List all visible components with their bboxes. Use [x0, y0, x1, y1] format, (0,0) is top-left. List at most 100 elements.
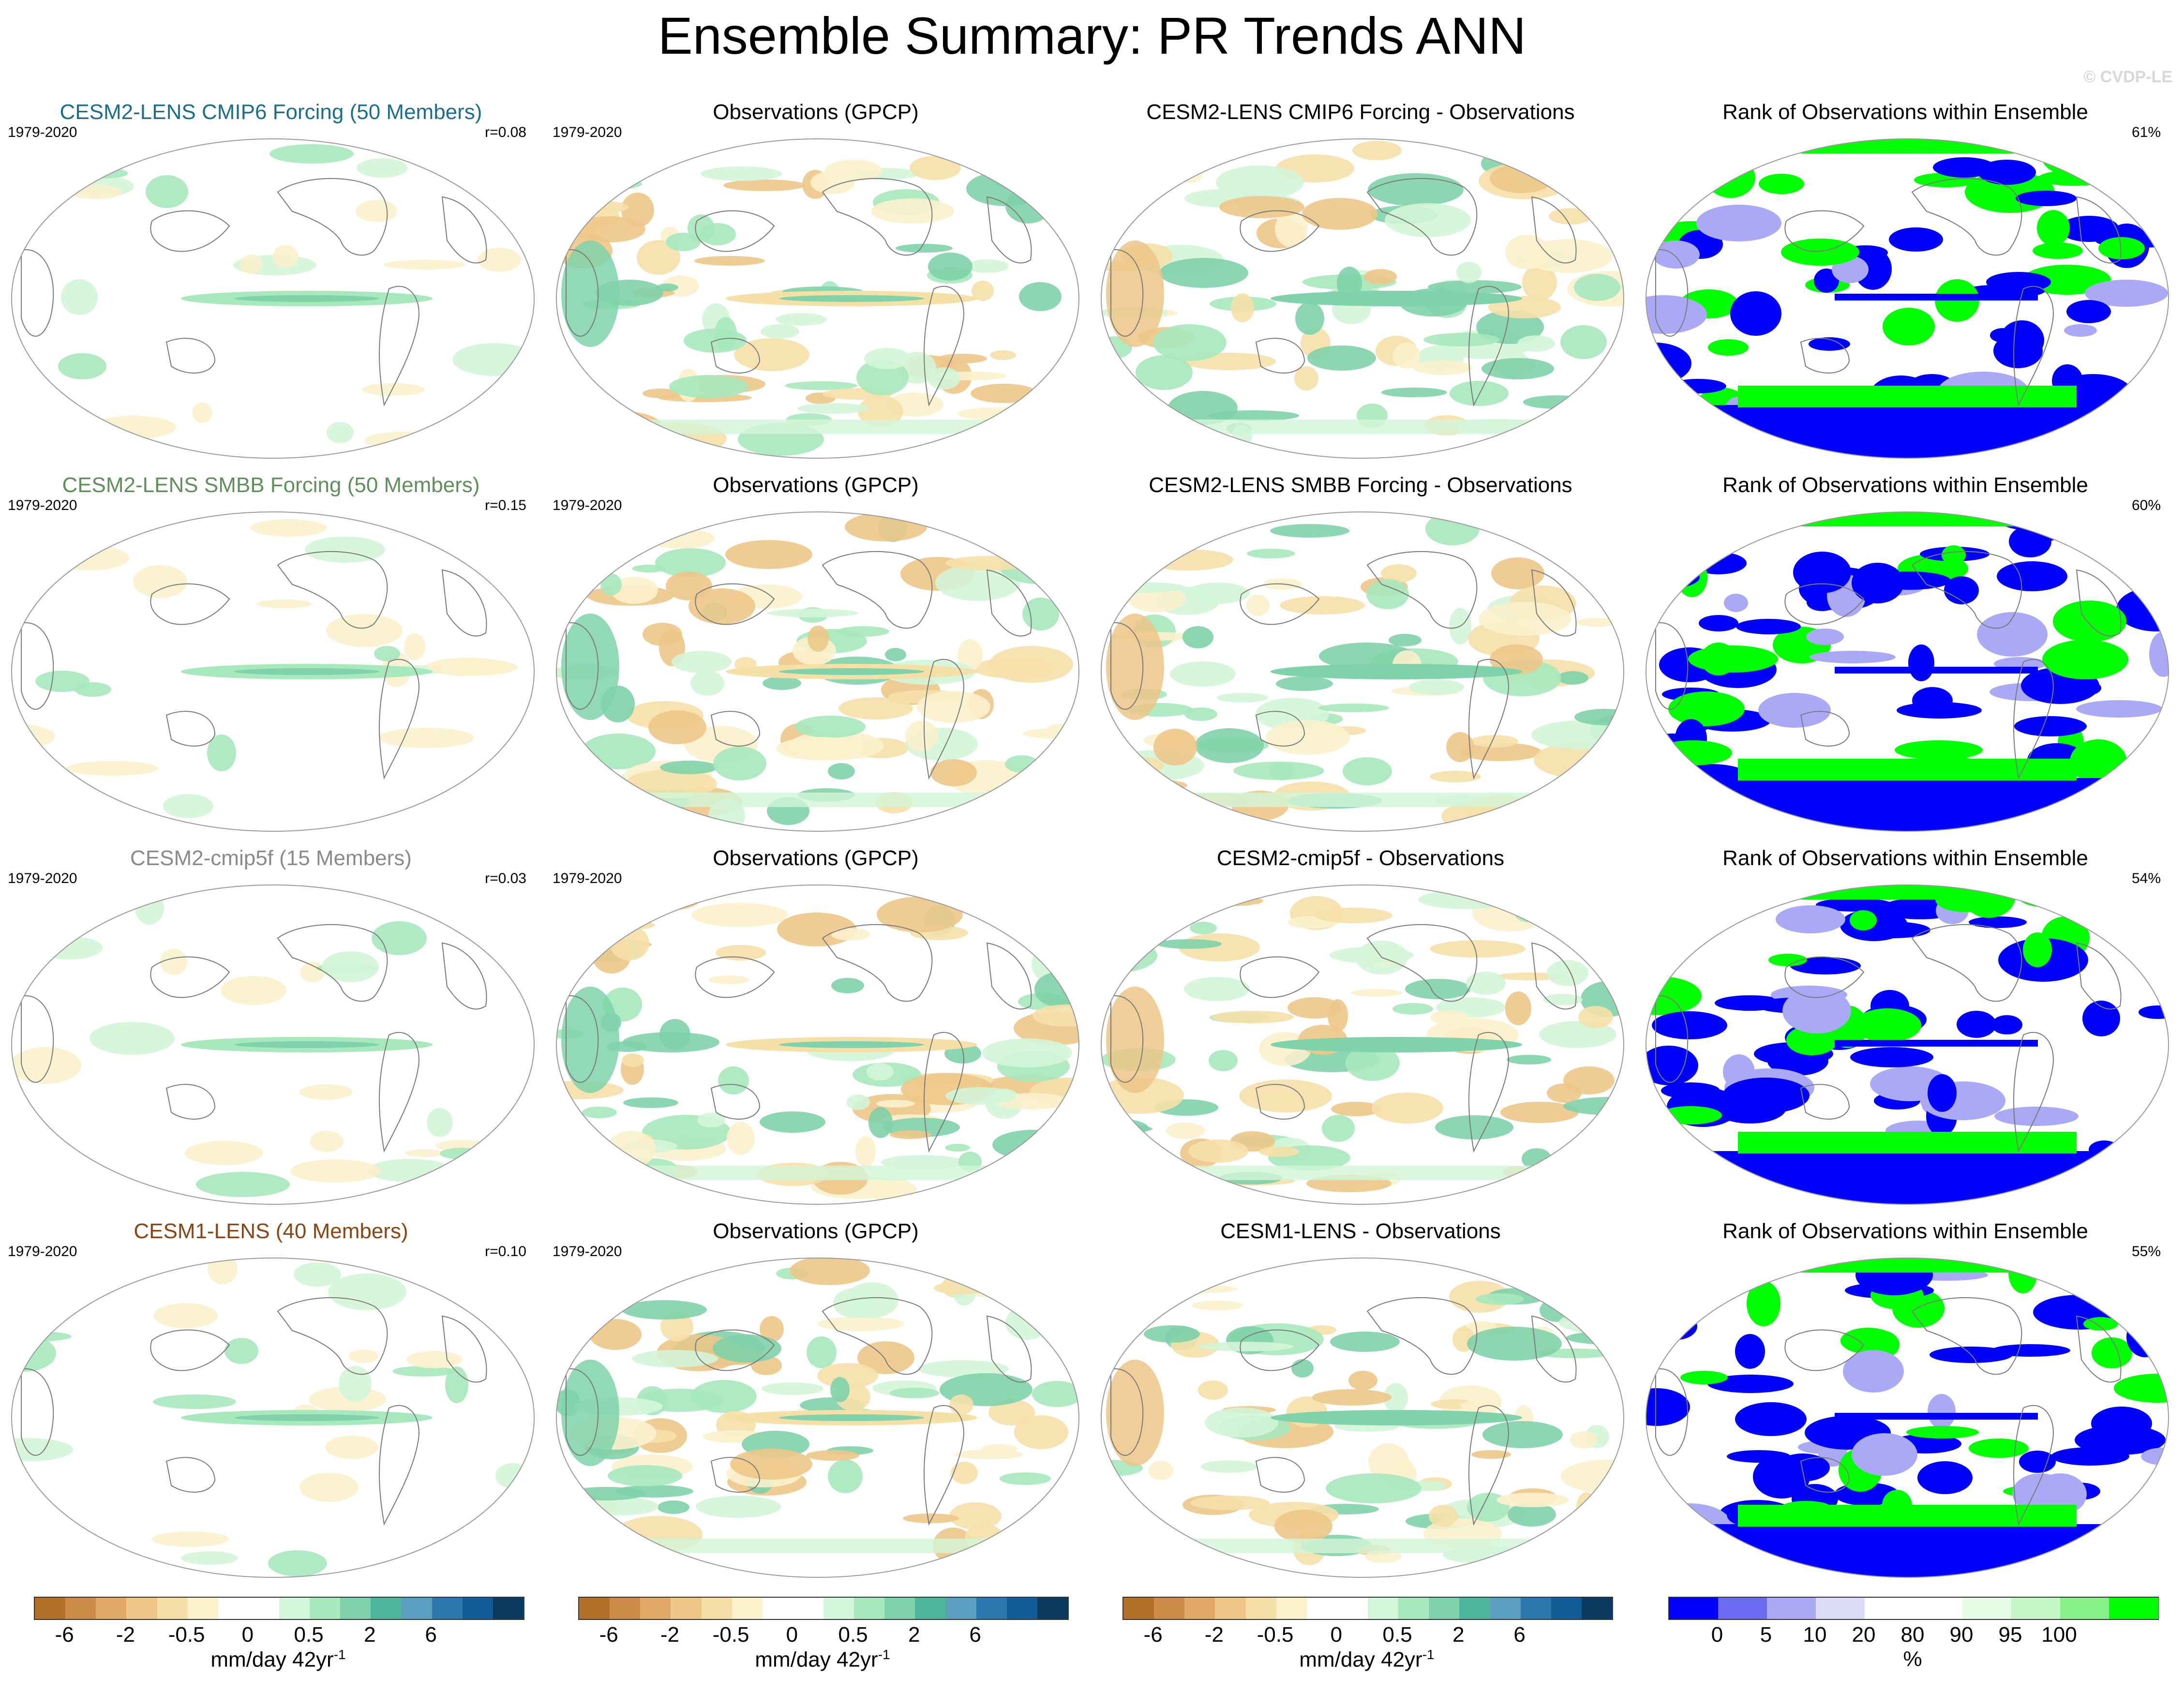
colorbar-segment	[187, 1598, 219, 1619]
colorbar-segment	[1245, 1598, 1277, 1619]
panel-title-rank: Rank of Observations within Ensemble	[1722, 1219, 2088, 1243]
colorbar-segment	[610, 1598, 641, 1619]
panel-diff-row3: CESM2-cmip5f - Observations	[1090, 840, 1631, 1213]
pattern-correlation-label: r=0.10	[485, 1244, 526, 1259]
colorbar-segment	[340, 1598, 372, 1619]
global-map-model	[7, 1253, 539, 1582]
colorbar-segment	[1276, 1598, 1308, 1619]
global-map-diff	[1096, 134, 1629, 463]
colorbar-segment	[248, 1598, 280, 1619]
panel-title-model: CESM2-cmip5f (15 Members)	[130, 846, 412, 870]
global-map-model	[7, 134, 539, 463]
colorbar-tick-label: 20	[1852, 1623, 1876, 1647]
panel-obs-row4: Observations (GPCP) 1979-2020	[545, 1214, 1087, 1586]
figure-title: Ensemble Summary: PR Trends ANN	[658, 6, 1526, 65]
global-map-obs	[552, 507, 1084, 836]
period-label: 1979-2020	[553, 1244, 622, 1259]
colorbar-segment	[1006, 1598, 1038, 1619]
colorbar-segment	[2109, 1598, 2159, 1619]
panel-title-obs: Observations (GPCP)	[713, 846, 919, 870]
colorbar-tick-label: 0	[241, 1623, 254, 1647]
colorbar-segment	[1767, 1598, 1817, 1619]
panel-title-obs: Observations (GPCP)	[713, 1219, 919, 1243]
colorbar-units: %	[1903, 1647, 1922, 1671]
period-label: 1979-2020	[8, 124, 77, 140]
period-label: 1979-2020	[553, 124, 622, 140]
colorbar-segment	[915, 1598, 946, 1619]
panel-diff-row2: CESM2-LENS SMBB Forcing - Observations	[1090, 467, 1631, 840]
colorbar-segment	[2011, 1598, 2061, 1619]
colorbar-segment	[1337, 1598, 1369, 1619]
global-map-rank	[1641, 134, 2173, 463]
colorbar-segment	[401, 1598, 433, 1619]
colorbar-tick-label: 90	[1949, 1623, 1974, 1647]
colorbar-segment	[1520, 1598, 1552, 1619]
colorbar-tick-label: -2	[116, 1623, 135, 1647]
panel-diff-row1: CESM2-LENS CMIP6 Forcing - Observations	[1090, 94, 1631, 467]
colorbar-trend-1	[34, 1597, 524, 1620]
colorbar-segment	[884, 1598, 916, 1619]
colorbar-tick-label: -0.5	[168, 1623, 205, 1647]
colorbar-segment	[1962, 1598, 2012, 1619]
panel-title-obs: Observations (GPCP)	[713, 473, 919, 497]
rank-percent-label: 61%	[2131, 124, 2161, 140]
colorbar-tick-label: 0.5	[838, 1623, 868, 1647]
global-map-obs	[552, 1253, 1084, 1582]
panel-title-obs: Observations (GPCP)	[713, 100, 919, 124]
colorbar-segment	[945, 1598, 977, 1619]
global-map-obs	[552, 880, 1084, 1209]
colorbar-segment	[218, 1598, 250, 1619]
colorbar-segment	[157, 1598, 189, 1619]
colorbar-segment	[35, 1598, 66, 1619]
colorbar-segment	[671, 1598, 702, 1619]
colorbar-tick-label: -0.5	[712, 1623, 749, 1647]
colorbar-segment	[1551, 1598, 1583, 1619]
colorbar-segment	[793, 1598, 824, 1619]
global-map-rank	[1641, 507, 2173, 836]
colorbar-segment	[1037, 1598, 1069, 1619]
panel-title-diff: CESM2-LENS CMIP6 Forcing - Observations	[1146, 100, 1575, 124]
panel-rank-row2: Rank of Observations within Ensemble 60%	[1634, 467, 2176, 840]
colorbar-segment	[371, 1598, 402, 1619]
colorbar-segment	[1816, 1598, 1866, 1619]
panel-rank-row4: Rank of Observations within Ensemble 55%	[1634, 1214, 2176, 1586]
panel-model-row4: CESM1-LENS (40 Members) 1979-2020 r=0.10	[0, 1214, 542, 1586]
colorbar-tick-label: 100	[2041, 1623, 2077, 1647]
colorbar-tick-label: 95	[1998, 1623, 2022, 1647]
panel-diff-row4: CESM1-LENS - Observations	[1090, 1214, 1631, 1586]
colorbar-tick-label: 5	[1760, 1623, 1772, 1647]
rank-percent-label: 55%	[2131, 1244, 2161, 1259]
period-label: 1979-2020	[8, 870, 77, 886]
colorbar-segment	[65, 1598, 97, 1619]
colorbar-tick-label: 2	[364, 1623, 376, 1647]
colorbar-segment	[1398, 1598, 1430, 1619]
colorbar-tick-label: 0	[786, 1623, 798, 1647]
panel-title-model: CESM1-LENS (40 Members)	[134, 1219, 408, 1243]
colorbar-segment	[1490, 1598, 1522, 1619]
panel-title-model: CESM2-LENS CMIP6 Forcing (50 Members)	[60, 100, 482, 124]
colorbar-tick-label: -6	[599, 1623, 618, 1647]
colorbar-tick-label: 0.5	[1382, 1623, 1412, 1647]
colorbar-tick-label: -6	[55, 1623, 74, 1647]
panel-model-row2: CESM2-LENS SMBB Forcing (50 Members) 1979…	[0, 467, 542, 840]
colorbar-tick-label: 6	[1513, 1623, 1526, 1647]
panel-model-row3: CESM2-cmip5f (15 Members) 1979-2020 r=0.03	[0, 840, 542, 1213]
global-map-diff	[1096, 880, 1629, 1209]
panel-title-model: CESM2-LENS SMBB Forcing (50 Members)	[62, 473, 480, 497]
panel-model-row1: CESM2-LENS CMIP6 Forcing (50 Members) 197…	[0, 94, 542, 467]
colorbar-tick-label: 80	[1900, 1623, 1925, 1647]
colorbar-segment	[823, 1598, 855, 1619]
period-label: 1979-2020	[553, 870, 622, 886]
colorbar-segment	[1306, 1598, 1338, 1619]
panel-obs-row2: Observations (GPCP) 1979-2020	[545, 467, 1087, 840]
colorbar-trend-2	[578, 1597, 1069, 1620]
colorbar-segment	[462, 1598, 494, 1619]
period-label: 1979-2020	[553, 497, 622, 513]
colorbar-tick-label: -2	[660, 1623, 679, 1647]
colorbar-tick-label: 0.5	[294, 1623, 324, 1647]
colorbar-segment	[640, 1598, 672, 1619]
colorbar-tick-label: 6	[969, 1623, 981, 1647]
colorbar-segment	[2060, 1598, 2110, 1619]
colorbar-segment	[432, 1598, 464, 1619]
colorbar-tick-label: 2	[1452, 1623, 1465, 1647]
